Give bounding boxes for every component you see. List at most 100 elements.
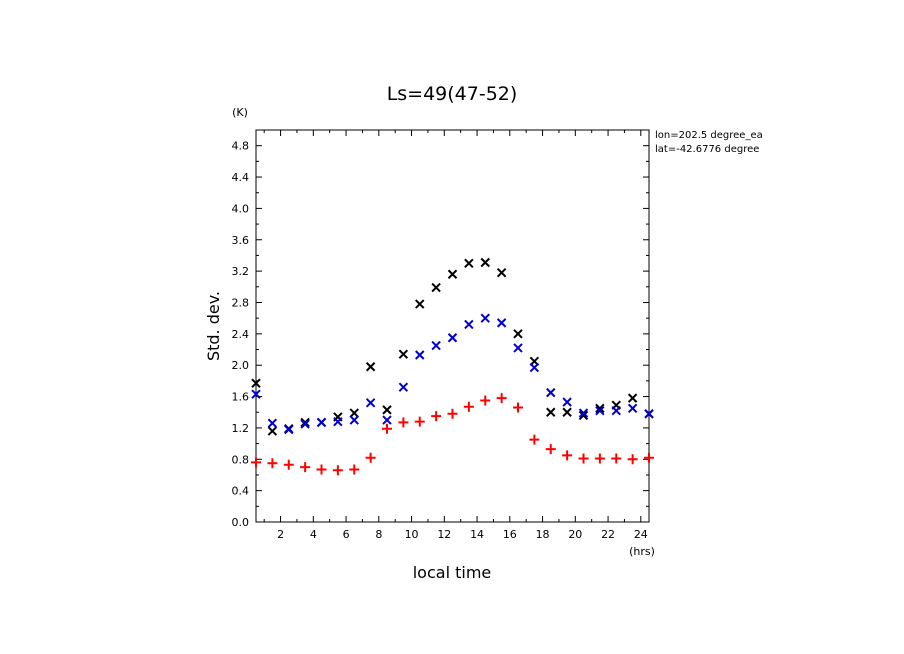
- data-point: [447, 408, 458, 419]
- data-point: [496, 393, 507, 404]
- data-point: [627, 393, 638, 403]
- data-point: [398, 382, 409, 392]
- y-tick-label: 4.8: [232, 140, 250, 153]
- data-point: [300, 417, 310, 428]
- data-point: [251, 389, 261, 399]
- data-point: [283, 459, 294, 470]
- data-point: [627, 454, 638, 465]
- data-point: [316, 464, 327, 475]
- y-tick-label: 0.8: [232, 453, 250, 466]
- data-point: [251, 378, 261, 388]
- series-1: [251, 257, 654, 436]
- y-axis-label: Std. dev.: [204, 291, 223, 361]
- data-point: [267, 426, 278, 436]
- data-point: [644, 452, 654, 463]
- axes: 0.0 0.4 0.8 1.2 1.6 2.0 2.4 2.8 3.2 3.6 4.0 4.4 4.8 2…: [232, 130, 649, 541]
- data-point: [513, 329, 523, 339]
- data-point: [349, 408, 359, 418]
- x-unit-label: (hrs): [629, 545, 655, 558]
- data-point: [595, 405, 605, 416]
- annotation-lon: lon=202.5 degree_ea: [655, 130, 763, 141]
- data-point: [644, 409, 654, 419]
- data-point: [611, 453, 622, 464]
- data-marks: [251, 257, 654, 476]
- data-point: [251, 457, 261, 468]
- data-point: [333, 416, 343, 427]
- data-point: [300, 462, 311, 473]
- y-tick-label: 0.0: [232, 516, 250, 529]
- x-tick-label: 18: [536, 528, 550, 541]
- x-tick-label: 6: [343, 528, 350, 541]
- y-tick-label: 1.2: [232, 422, 250, 435]
- data-point: [545, 444, 556, 455]
- data-point: [513, 343, 523, 353]
- data-point: [316, 417, 327, 428]
- data-point: [382, 415, 392, 425]
- y-tick-label: 2.8: [232, 296, 250, 309]
- data-point: [431, 340, 441, 351]
- plot-frame: [255, 129, 650, 523]
- x-tick-label: 16: [503, 528, 517, 541]
- data-point: [546, 387, 556, 398]
- data-point: [447, 333, 458, 343]
- data-point: [284, 424, 294, 435]
- data-point: [562, 407, 572, 417]
- x-axis-label: local time: [413, 563, 492, 582]
- data-point: [496, 267, 507, 278]
- data-point: [578, 408, 589, 418]
- data-point: [382, 423, 392, 434]
- data-point: [627, 403, 638, 414]
- x-tick-label: 22: [601, 528, 615, 541]
- data-point: [480, 313, 490, 323]
- data-point: [513, 402, 523, 413]
- data-point: [398, 417, 409, 428]
- data-point: [414, 416, 425, 427]
- data-point: [496, 318, 507, 328]
- data-point: [398, 349, 409, 359]
- y-tick-label: 2.4: [232, 328, 250, 341]
- x-tick-label: 12: [437, 528, 451, 541]
- x-tick-label: 8: [375, 528, 382, 541]
- series-2: [251, 313, 654, 435]
- data-point: [562, 397, 572, 407]
- data-point: [529, 434, 540, 445]
- x-tick-label: 24: [634, 528, 648, 541]
- y-tick-label: 1.6: [232, 391, 250, 404]
- data-point: [578, 410, 589, 421]
- data-point: [463, 401, 474, 412]
- x-tick-label: 20: [568, 528, 582, 541]
- data-point: [447, 269, 458, 279]
- data-point: [267, 418, 278, 428]
- data-point: [415, 350, 425, 360]
- data-point: [464, 319, 474, 330]
- x-tick-label: 4: [310, 528, 317, 541]
- data-point: [300, 419, 310, 429]
- data-point: [365, 398, 376, 408]
- x-tick-label: 10: [405, 528, 419, 541]
- data-point: [529, 362, 540, 373]
- series-3: [251, 393, 654, 476]
- data-point: [349, 464, 360, 475]
- data-point: [267, 458, 278, 469]
- y-unit-label: (K): [232, 106, 248, 119]
- data-point: [480, 257, 490, 268]
- x-tick-label: 2: [277, 528, 284, 541]
- data-point: [349, 415, 359, 425]
- y-tick-label: 4.0: [232, 202, 250, 215]
- y-tick-label: 3.2: [232, 265, 250, 278]
- data-point: [365, 452, 376, 463]
- data-point: [415, 299, 425, 309]
- data-point: [546, 407, 556, 417]
- y-tick-label: 3.6: [232, 234, 250, 247]
- data-point: [365, 362, 376, 372]
- data-point: [562, 450, 573, 461]
- data-point: [332, 465, 343, 476]
- x-tick-label: 14: [470, 528, 484, 541]
- data-point: [464, 258, 474, 268]
- data-point: [578, 453, 589, 464]
- y-tick-label: 4.4: [232, 171, 250, 184]
- y-tick-label: 0.4: [232, 485, 250, 498]
- data-point: [382, 405, 392, 415]
- data-point: [431, 411, 442, 422]
